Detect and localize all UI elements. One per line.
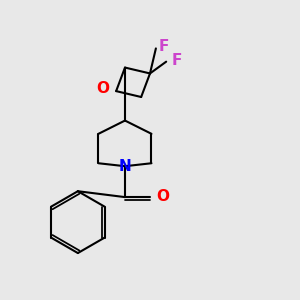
Text: N: N — [118, 159, 131, 174]
Text: F: F — [159, 39, 169, 54]
Text: O: O — [96, 81, 109, 96]
Text: F: F — [172, 53, 182, 68]
Text: O: O — [157, 189, 169, 204]
